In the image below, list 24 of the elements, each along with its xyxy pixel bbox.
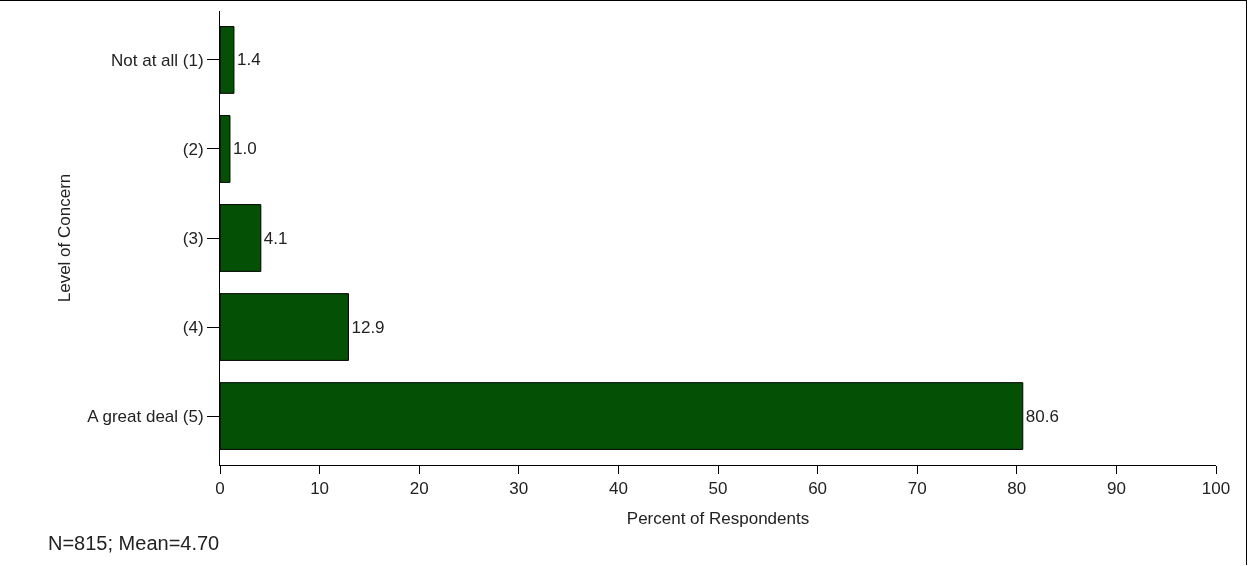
x-axis-title: Percent of Respondents xyxy=(626,508,810,528)
data-label: 12.9 xyxy=(351,317,385,337)
x-tick-label: 100 xyxy=(1201,479,1231,499)
x-tick-label: 60 xyxy=(808,479,828,499)
data-label: 4.1 xyxy=(263,228,288,248)
x-tick-label: 10 xyxy=(310,479,330,499)
x-tick-label: 50 xyxy=(708,479,728,499)
data-label: 1.4 xyxy=(236,50,261,70)
y-tick-label: Not at all (1) xyxy=(111,50,204,70)
x-tick-label: 70 xyxy=(907,479,927,499)
x-tick-label: 0 xyxy=(215,479,225,499)
y-tick-label: (2) xyxy=(182,139,204,159)
data-label: 1.0 xyxy=(232,139,257,159)
x-tick-label: 40 xyxy=(608,479,628,499)
y-axis-title: Level of Concern xyxy=(54,173,74,303)
text: N=815; Mean=4.70 xyxy=(48,532,220,554)
y-tick-label: A great deal (5) xyxy=(87,406,204,426)
x-tick-label: 30 xyxy=(509,479,529,499)
data-label: 80.6 xyxy=(1025,406,1059,426)
x-tick-label: 80 xyxy=(1007,479,1027,499)
x-tick-label: 20 xyxy=(409,479,429,499)
x-tick-label: 90 xyxy=(1106,479,1126,499)
y-tick-label: (3) xyxy=(182,228,204,248)
y-tick-label: (4) xyxy=(182,317,204,337)
